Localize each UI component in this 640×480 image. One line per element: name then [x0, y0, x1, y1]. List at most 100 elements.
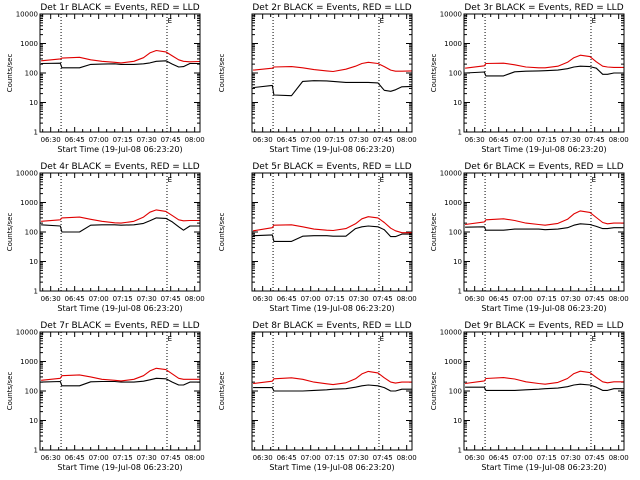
plot-title: Det 8r BLACK = Events, RED = LLD — [252, 321, 411, 331]
x-axis-label: Start Time (19-Jul-08 06:23:20) — [269, 304, 394, 313]
events-series-line — [465, 223, 624, 231]
events-series-line — [253, 80, 412, 97]
marker-label: E — [380, 17, 384, 25]
x-tick-label: 07:00 — [301, 295, 321, 303]
x-tick-label: 07:00 — [301, 136, 321, 144]
lld-series-line — [41, 367, 200, 382]
x-tick-label: 06:30 — [253, 295, 273, 303]
y-axis-label: Counts/sec — [6, 54, 14, 93]
events-series-line — [465, 383, 624, 391]
y-tick-label: 10 — [453, 258, 462, 266]
y-tick-label: 10 — [29, 258, 38, 266]
plot-title: Det 7r BLACK = Events, RED = LLD — [40, 321, 199, 331]
marker-label: E — [592, 17, 596, 25]
x-tick-label: 07:00 — [89, 136, 109, 144]
events-series-line — [41, 217, 200, 233]
x-tick-label: 07:00 — [513, 295, 533, 303]
lld-series-line — [253, 370, 412, 386]
x-tick-label: 07:15 — [113, 454, 133, 462]
y-tick-label: 1 — [34, 447, 38, 455]
x-tick-label: 07:15 — [325, 295, 345, 303]
x-tick-label: 07:15 — [537, 136, 557, 144]
x-tick-label: 06:45 — [489, 136, 509, 144]
lld-series-line — [465, 370, 624, 385]
x-tick-label: 07:00 — [513, 454, 533, 462]
y-tick-label: 100 — [449, 388, 462, 396]
x-axis-label: Start Time (19-Jul-08 06:23:20) — [57, 145, 182, 154]
x-tick-label: 07:45 — [585, 295, 605, 303]
x-tick-label: 07:00 — [89, 295, 109, 303]
x-axis-label: Start Time (19-Jul-08 06:23:20) — [57, 463, 182, 472]
marker-label: E — [168, 17, 172, 25]
x-tick-label: 08:00 — [609, 295, 629, 303]
x-tick-label: 07:15 — [113, 136, 133, 144]
y-axis-label: Counts/sec — [218, 213, 226, 252]
y-tick-label: 1 — [458, 288, 462, 296]
events-series-line — [41, 377, 200, 387]
y-tick-label: 1 — [34, 129, 38, 137]
marker-label: E — [592, 335, 596, 343]
y-tick-label: 10 — [29, 99, 38, 107]
y-tick-label: 100 — [25, 388, 38, 396]
x-tick-label: 07:30 — [137, 136, 157, 144]
y-tick-label: 1 — [458, 129, 462, 137]
x-tick-label: 07:45 — [161, 295, 181, 303]
x-tick-label: 07:30 — [137, 295, 157, 303]
x-tick-label: 07:30 — [349, 136, 369, 144]
x-tick-label: 06:45 — [65, 295, 85, 303]
x-tick-label: 07:15 — [537, 295, 557, 303]
x-tick-label: 06:45 — [277, 454, 297, 462]
plot-frame — [39, 331, 201, 451]
y-tick-label: 100 — [25, 70, 38, 78]
y-tick-label: 1 — [458, 447, 462, 455]
y-tick-label: 1 — [34, 288, 38, 296]
y-tick-label: 1000 — [20, 358, 38, 366]
plot-frame — [463, 331, 625, 451]
plot-frame — [463, 13, 625, 133]
x-tick-label: 07:45 — [585, 136, 605, 144]
y-tick-label: 10000 — [16, 11, 38, 19]
x-tick-label: 08:00 — [397, 295, 417, 303]
x-axis-label: Start Time (19-Jul-08 06:23:20) — [481, 145, 606, 154]
lld-series-line — [465, 210, 624, 226]
y-tick-label: 1000 — [20, 40, 38, 48]
x-tick-label: 07:00 — [301, 454, 321, 462]
plot-frame — [39, 13, 201, 133]
x-tick-label: 07:00 — [513, 136, 533, 144]
lld-series-line — [41, 209, 200, 224]
x-tick-label: 07:00 — [89, 454, 109, 462]
x-tick-label: 06:30 — [465, 136, 485, 144]
lld-series-line — [465, 54, 624, 69]
x-axis-label: Start Time (19-Jul-08 06:23:20) — [57, 304, 182, 313]
plot-frame — [251, 172, 413, 292]
lld-series-line — [253, 216, 412, 234]
y-tick-label: 10 — [29, 417, 38, 425]
x-tick-label: 07:15 — [325, 454, 345, 462]
y-axis-label: Counts/sec — [6, 372, 14, 411]
x-tick-label: 07:45 — [373, 136, 393, 144]
y-tick-label: 10 — [453, 99, 462, 107]
marker-label: E — [592, 176, 596, 184]
y-tick-label: 10000 — [440, 170, 462, 178]
x-tick-label: 06:30 — [41, 454, 61, 462]
x-tick-label: 07:45 — [585, 454, 605, 462]
x-axis-label: Start Time (19-Jul-08 06:23:20) — [269, 145, 394, 154]
x-axis-label: Start Time (19-Jul-08 06:23:20) — [481, 304, 606, 313]
x-tick-label: 07:30 — [349, 454, 369, 462]
x-tick-label: 07:45 — [373, 454, 393, 462]
plot-title: Det 2r BLACK = Events, RED = LLD — [252, 3, 411, 13]
marker-label: E — [168, 335, 172, 343]
x-tick-label: 08:00 — [609, 454, 629, 462]
plot-title: Det 4r BLACK = Events, RED = LLD — [40, 162, 199, 172]
x-axis-label: Start Time (19-Jul-08 06:23:20) — [481, 463, 606, 472]
plot-title: Det 6r BLACK = Events, RED = LLD — [464, 162, 623, 172]
x-tick-label: 06:45 — [489, 295, 509, 303]
plot-frame — [463, 172, 625, 292]
y-tick-label: 10000 — [16, 170, 38, 178]
x-tick-label: 06:45 — [277, 136, 297, 144]
x-tick-label: 07:15 — [325, 136, 345, 144]
x-tick-label: 07:45 — [161, 136, 181, 144]
x-tick-label: 07:15 — [537, 454, 557, 462]
x-tick-label: 07:30 — [137, 454, 157, 462]
